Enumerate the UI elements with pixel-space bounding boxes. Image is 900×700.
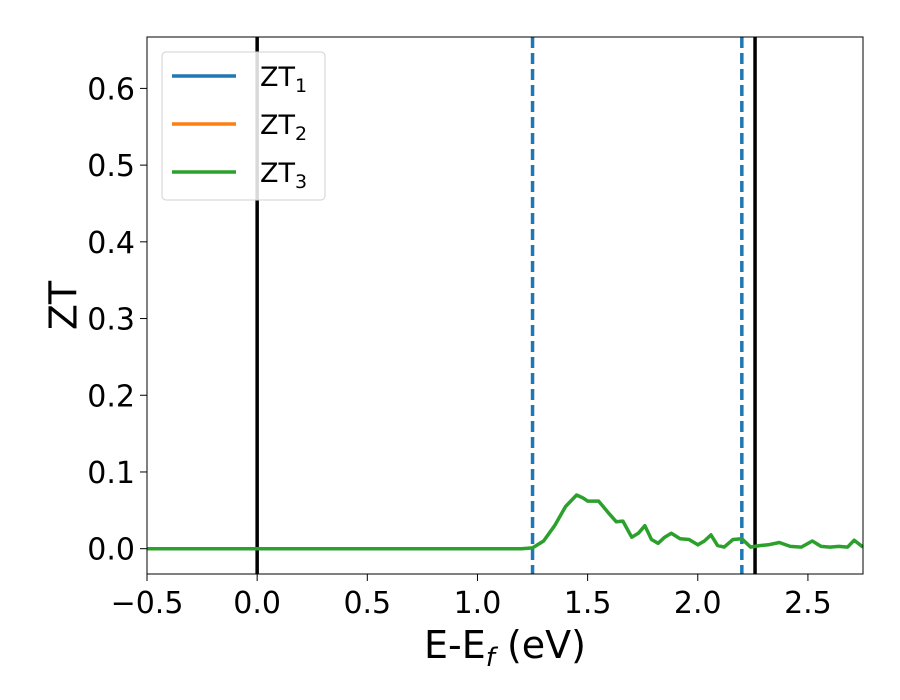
y-tick-label: 0.1 [87, 456, 135, 491]
legend-label-3: ZT3 [260, 158, 307, 193]
axes-frame [146, 36, 864, 575]
x-tick-label: 0.5 [343, 586, 391, 621]
x-tick-label: 0.0 [233, 586, 281, 621]
x-tick-label: 1.5 [564, 586, 612, 621]
plot-area [147, 37, 863, 574]
x-tick-label: 1.0 [454, 586, 502, 621]
x-axis: −0.5 0.0 0.5 1.0 1.5 2.0 2.5 [111, 574, 832, 621]
legend-label-1: ZT1 [260, 62, 307, 97]
y-tick-label: 0.5 [87, 149, 135, 184]
x-tick-label: −0.5 [111, 586, 184, 621]
x-tick-label: 2.5 [784, 586, 832, 621]
x-tick-label: 2.0 [674, 586, 722, 621]
series-line-3 [147, 493, 863, 551]
y-axis: 0.0 0.1 0.2 0.3 0.4 0.5 0.6 [87, 72, 147, 568]
x-axis-label-unit: (eV) [495, 623, 586, 667]
legend-label-2: ZT2 [260, 110, 307, 145]
x-axis-label: E-Ef (eV) [424, 623, 586, 673]
y-tick-label: 0.3 [87, 303, 135, 338]
plot-clip-group [147, 37, 863, 574]
legend: ZT1 ZT2 ZT3 [161, 51, 326, 201]
y-tick-label: 0.2 [87, 379, 135, 414]
y-tick-label: 0.0 [87, 533, 135, 568]
y-axis-label: ZT [42, 280, 86, 330]
x-axis-label-main: E-E [424, 623, 486, 667]
y-tick-label: 0.6 [87, 72, 135, 107]
y-tick-label: 0.4 [87, 226, 135, 261]
legend-box [161, 51, 326, 201]
